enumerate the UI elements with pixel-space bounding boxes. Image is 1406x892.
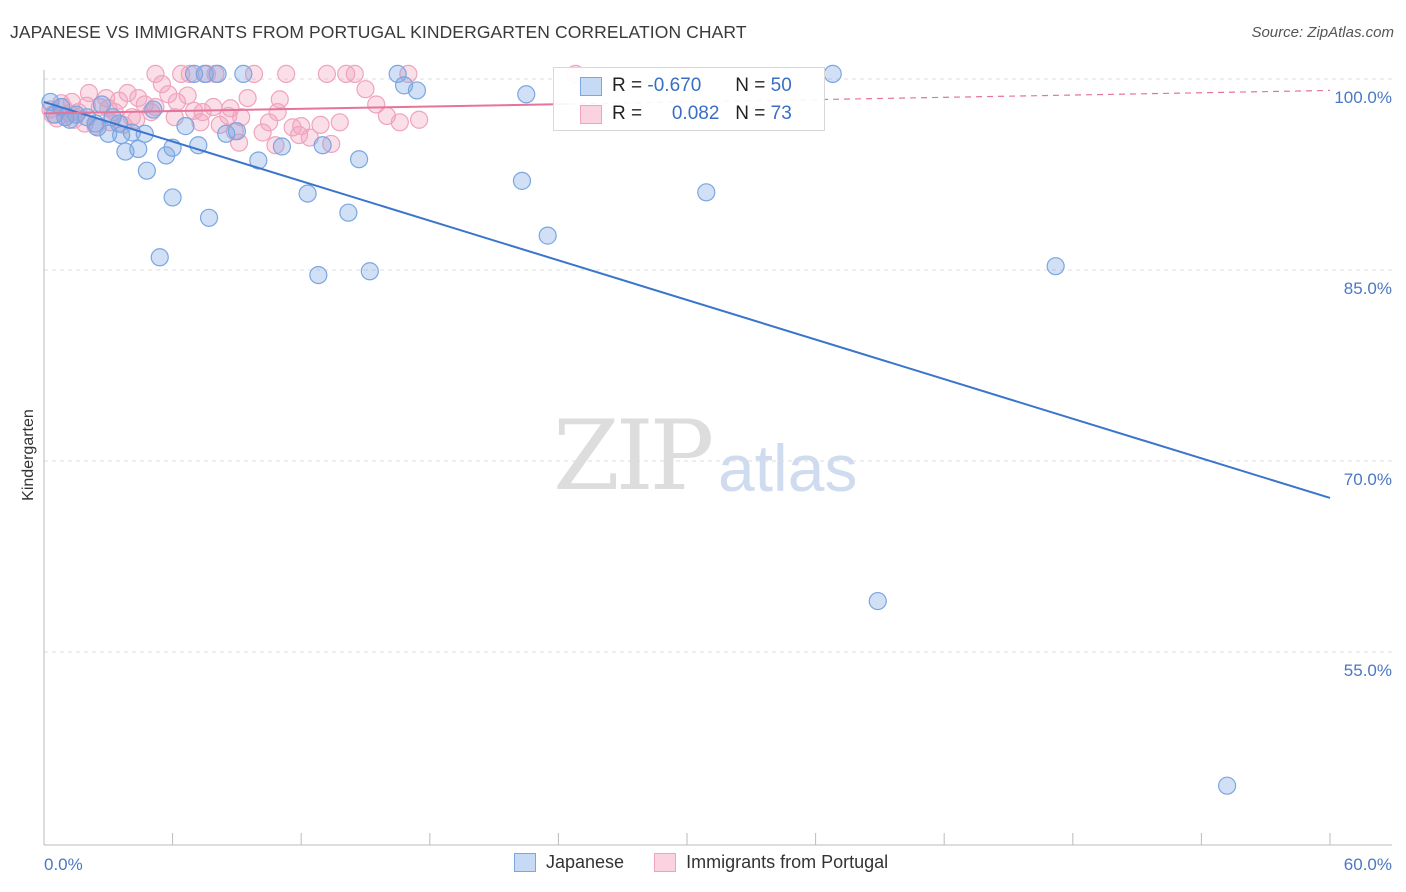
japanese-swatch — [580, 76, 602, 96]
japanese-point — [517, 85, 536, 104]
japanese-point — [538, 226, 557, 245]
portugal-legend-label: Immigrants from Portugal — [686, 852, 889, 872]
portugal-point — [193, 103, 212, 122]
japanese-point — [1046, 257, 1065, 276]
japanese-point — [249, 151, 268, 170]
portugal-swatch — [580, 104, 602, 124]
portugal-point — [229, 133, 249, 152]
portugal-point — [390, 113, 409, 132]
portugal-point — [367, 95, 386, 114]
legend-row-portugal: R = 0.082 N = 73 — [554, 100, 792, 128]
n-label: N = — [735, 103, 766, 124]
japanese-point — [217, 124, 236, 143]
chart-title: JAPANESE VS IMMIGRANTS FROM PORTUGAL KIN… — [10, 22, 747, 42]
japanese-point — [234, 64, 253, 84]
n-label: N = — [735, 75, 766, 96]
japanese-point — [227, 122, 246, 141]
portugal-n-value: 73 — [770, 103, 792, 124]
japanese-point — [195, 64, 214, 84]
japanese-legend-label: Japanese — [546, 852, 625, 872]
japanese-point — [109, 114, 129, 133]
japanese-point — [388, 64, 407, 84]
japanese-point — [868, 591, 887, 611]
japanese-point — [144, 100, 163, 119]
japanese-point — [512, 171, 532, 190]
japanese-n-value: 50 — [770, 75, 792, 96]
portugal-point — [266, 136, 285, 155]
japanese-point — [176, 117, 195, 136]
portugal-point — [409, 110, 429, 129]
r-label: R = — [612, 75, 643, 96]
portugal-point — [180, 64, 199, 84]
japanese-point — [189, 136, 208, 155]
r-label: R = — [612, 103, 643, 124]
portugal-point — [244, 64, 264, 84]
japanese-point — [309, 265, 328, 285]
y-tick-label: 55.0% — [1344, 661, 1392, 680]
portugal-trend-line — [43, 103, 570, 115]
portugal-point — [270, 90, 289, 109]
japanese-point — [150, 248, 169, 267]
portugal-point — [238, 88, 257, 108]
portugal-point — [221, 99, 240, 118]
portugal-point — [356, 80, 375, 99]
x-tick-label: 0.0% — [44, 855, 83, 874]
japanese-point — [137, 161, 156, 180]
legend-row-japanese: R = -0.670 N = 50 — [554, 72, 792, 100]
japanese-point — [349, 150, 369, 169]
portugal-point — [345, 64, 364, 84]
portugal-legend-swatch — [654, 853, 677, 872]
japanese-point — [360, 262, 379, 281]
portugal-point — [330, 113, 349, 132]
watermark-zip: ZIP — [553, 400, 714, 512]
bottom-legend: Japanese Immigrants from Portugal — [514, 852, 888, 873]
japanese-legend-swatch — [514, 853, 536, 872]
portugal-point — [135, 95, 154, 114]
portugal-point — [399, 64, 418, 84]
y-tick-label: 100.0% — [1334, 88, 1392, 107]
portugal-point — [178, 86, 197, 105]
x-tick-label: 60.0% — [1344, 855, 1392, 874]
japanese-point — [208, 64, 227, 84]
portugal-point — [292, 117, 311, 136]
portugal-point — [152, 74, 171, 94]
japanese-point — [1218, 776, 1237, 795]
portugal-point — [146, 64, 165, 84]
japanese-point — [697, 183, 716, 202]
japanese-point — [823, 64, 842, 84]
japanese-point — [163, 188, 182, 207]
japanese-point — [184, 64, 204, 84]
y-tick-label: 70.0% — [1344, 470, 1392, 489]
japanese-point — [199, 208, 219, 227]
watermark-atlas: atlas — [718, 431, 858, 505]
japanese-point — [157, 146, 176, 165]
japanese-r-value: -0.670 — [647, 75, 702, 96]
portugal-point — [253, 123, 272, 142]
japanese-point — [298, 184, 317, 203]
japanese-point — [407, 81, 427, 100]
portugal-point — [277, 64, 296, 84]
source-label: Source: ZipAtlas.com — [1251, 24, 1394, 41]
portugal-point — [311, 115, 330, 134]
japanese-point — [339, 203, 358, 222]
portugal-point — [317, 64, 337, 84]
japanese-point — [129, 139, 148, 159]
portugal-point — [118, 83, 137, 103]
portugal-point — [167, 92, 186, 112]
stats-legend: R = -0.670 N = 50 R = 0.082 N = 73 — [553, 67, 825, 131]
portugal-r-value: 0.082 — [671, 103, 720, 124]
japanese-point — [313, 136, 332, 155]
japanese-point — [272, 137, 292, 156]
y-tick-label: 85.0% — [1344, 279, 1392, 298]
japanese-trend-line — [43, 100, 1331, 499]
